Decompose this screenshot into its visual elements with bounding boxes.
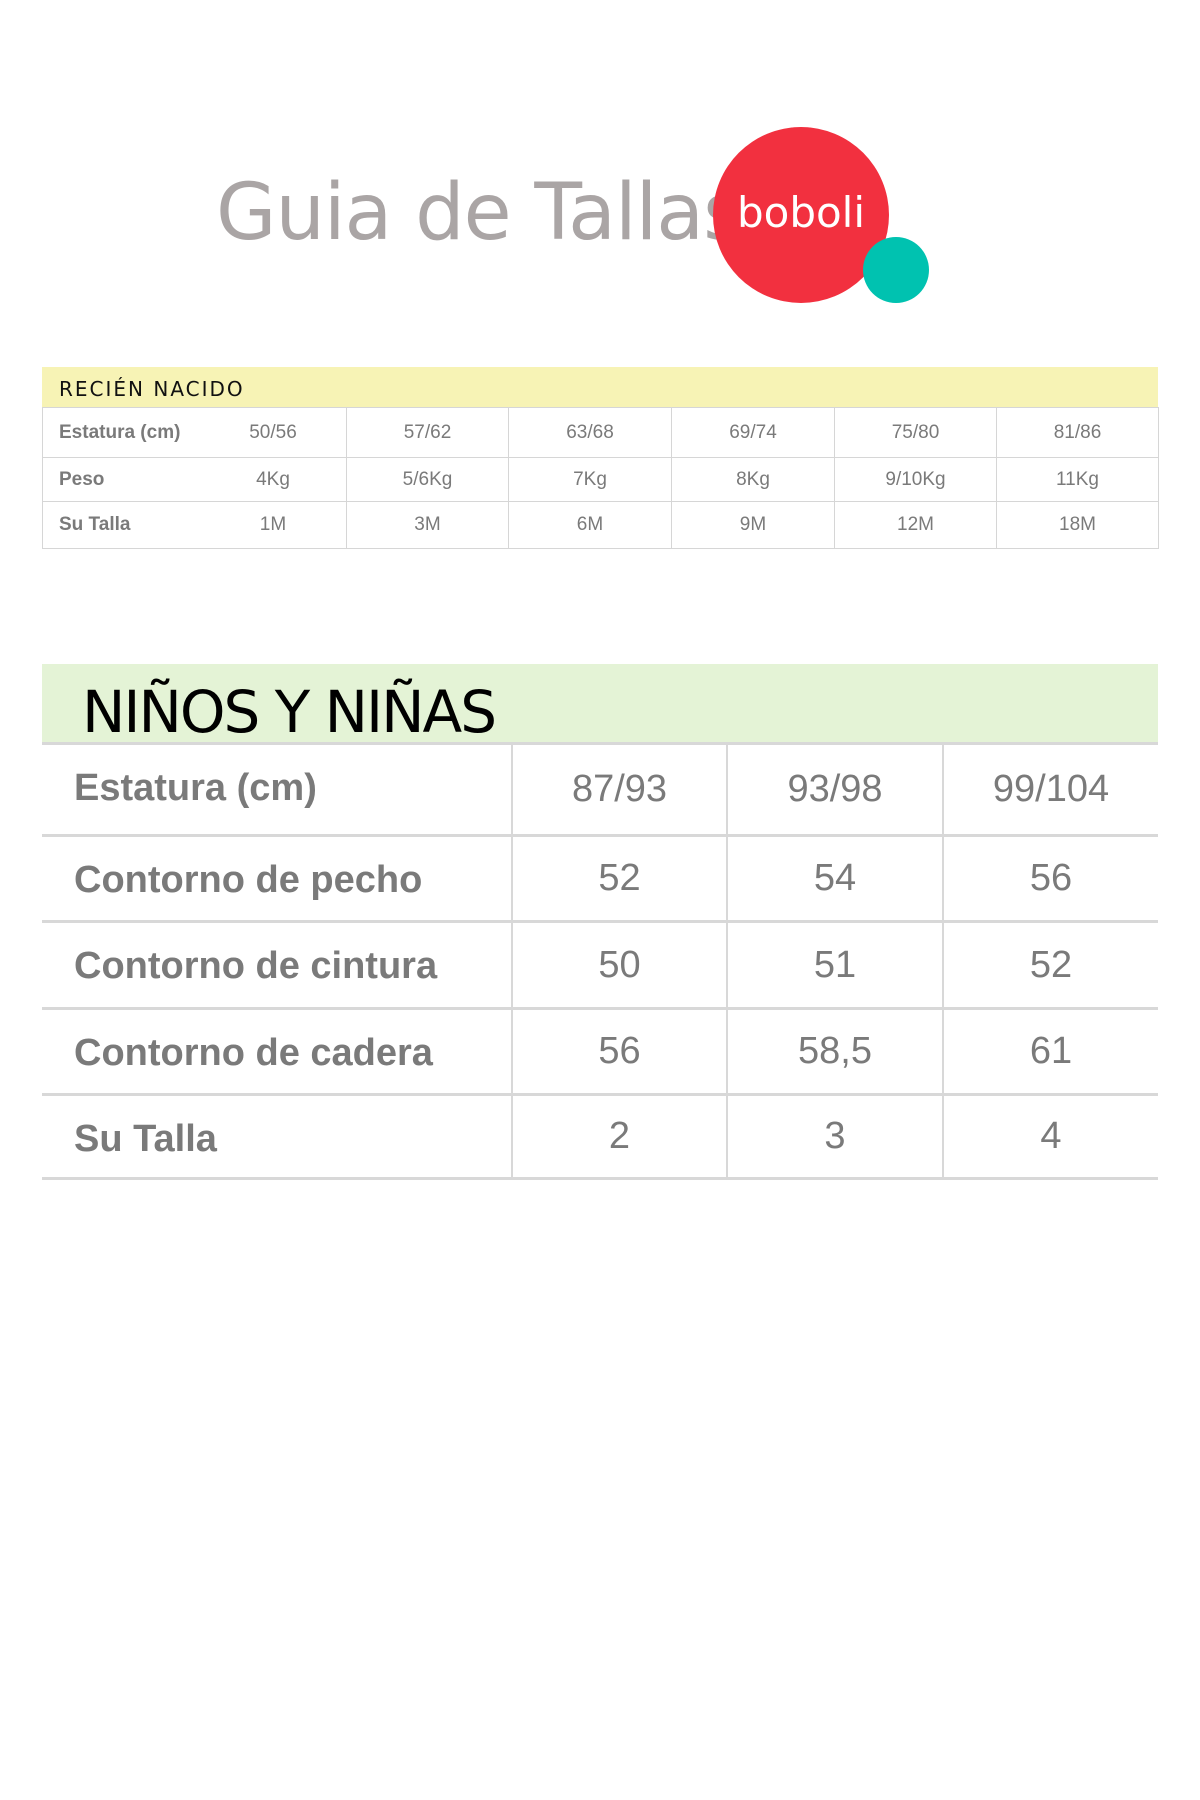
table-row: Contorno de cintura 50 51 52 <box>42 920 1158 1010</box>
row-label-cell: Su Talla 1M <box>42 501 347 549</box>
table-cell: 99/104 <box>942 742 1158 837</box>
table-cell: 9M <box>671 501 835 549</box>
table-cell: 81/86 <box>996 407 1159 458</box>
newborn-section-header: RECIÉN NACIDO <box>42 367 1158 407</box>
table-cell: 3M <box>346 501 509 549</box>
logo-red-circle <box>713 127 889 303</box>
table-cell: 4 <box>942 1093 1158 1180</box>
table-cell: 93/98 <box>726 742 943 837</box>
row-label: Contorno de pecho <box>42 834 512 923</box>
table-row: Su Talla 1M 3M 6M 9M 12M 18M <box>42 501 1159 549</box>
row-label-cell: Estatura (cm) 50/56 <box>42 407 347 458</box>
logo-teal-circle <box>863 237 929 303</box>
row-label: Contorno de cadera <box>42 1007 512 1096</box>
logo-text: boboli <box>736 188 866 237</box>
table-row: Estatura (cm) 87/93 93/98 99/104 <box>42 742 1158 837</box>
table-cell: 63/68 <box>508 407 672 458</box>
table-cell: 11Kg <box>996 457 1159 502</box>
row-label-cell: Peso 4Kg <box>42 457 347 502</box>
table-cell: 12M <box>834 501 997 549</box>
table-cell: 54 <box>726 834 943 923</box>
kids-section-title: NIÑOS Y NIÑAS <box>82 678 497 746</box>
table-cell: 56 <box>942 834 1158 923</box>
table-cell: 56 <box>511 1007 727 1096</box>
kids-size-table: Estatura (cm) 87/93 93/98 99/104 Contorno de… <box>42 742 1158 1180</box>
table-row: Estatura (cm) 50/56 57/62 63/68 69/74 75/80 81… <box>42 407 1159 458</box>
table-row: Contorno de pecho 52 54 56 <box>42 834 1158 923</box>
table-cell: 51 <box>726 920 943 1010</box>
table-cell: 18M <box>996 501 1159 549</box>
row-label: Su Talla <box>59 514 131 535</box>
table-cell: 9/10Kg <box>834 457 997 502</box>
row-label: Estatura (cm) <box>42 742 512 837</box>
table-cell: 61 <box>942 1007 1158 1096</box>
table-cell: 50 <box>511 920 727 1010</box>
table-cell: 4Kg <box>256 468 290 490</box>
table-cell: 75/80 <box>834 407 997 458</box>
table-cell: 52 <box>511 834 727 923</box>
table-cell: 87/93 <box>511 742 727 837</box>
table-cell: 6M <box>508 501 672 549</box>
table-cell: 7Kg <box>508 457 672 502</box>
table-cell: 52 <box>942 920 1158 1010</box>
newborn-section-title: RECIÉN NACIDO <box>59 377 245 401</box>
table-row: Peso 4Kg 5/6Kg 7Kg 8Kg 9/10Kg 11Kg <box>42 457 1159 502</box>
page-title: Guia de Tallas <box>216 168 744 258</box>
table-cell: 5/6Kg <box>346 457 509 502</box>
table-cell: 50/56 <box>249 421 297 443</box>
table-cell: 1M <box>259 514 287 535</box>
kids-section-header: NIÑOS Y NIÑAS <box>42 664 1158 746</box>
newborn-size-table: Estatura (cm) 50/56 57/62 63/68 69/74 75/80 81… <box>42 407 1159 549</box>
table-row: Su Talla 2 3 4 <box>42 1093 1158 1180</box>
table-cell: 3 <box>726 1093 943 1180</box>
table-cell: 69/74 <box>671 407 835 458</box>
table-row: Contorno de cadera 56 58,5 61 <box>42 1007 1158 1096</box>
row-label: Su Talla <box>42 1093 512 1180</box>
table-cell: 57/62 <box>346 407 509 458</box>
row-label: Estatura (cm) <box>59 421 181 443</box>
table-cell: 58,5 <box>726 1007 943 1096</box>
table-cell: 2 <box>511 1093 727 1180</box>
table-cell: 8Kg <box>671 457 835 502</box>
row-label: Contorno de cintura <box>42 920 512 1010</box>
row-label: Peso <box>59 468 105 490</box>
